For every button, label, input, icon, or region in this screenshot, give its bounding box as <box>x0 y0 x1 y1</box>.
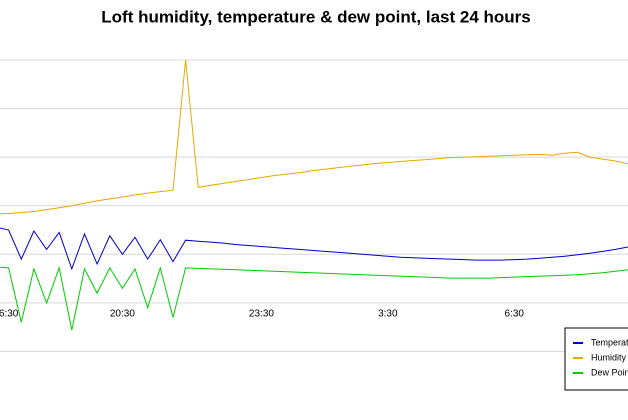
x-tick-label: 6:30 <box>505 309 525 320</box>
legend-label: Humidity <box>591 352 627 362</box>
series-line <box>0 266 628 331</box>
legend-label: Dew Point <box>591 367 628 377</box>
chart-title: Loft humidity, temperature & dew point, … <box>101 7 530 26</box>
legend-box <box>564 327 628 391</box>
legend-label: Temperature <box>591 337 628 347</box>
x-tick-label: 20:30 <box>110 309 135 320</box>
legend: Temperature Humidity Dew Point <box>564 327 628 391</box>
x-tick-label: 23:30 <box>249 309 274 320</box>
series-line <box>0 227 628 271</box>
x-tick-label: 6:30 <box>0 309 19 320</box>
x-tick-label: 3:30 <box>378 309 398 320</box>
series-line <box>0 59 628 215</box>
